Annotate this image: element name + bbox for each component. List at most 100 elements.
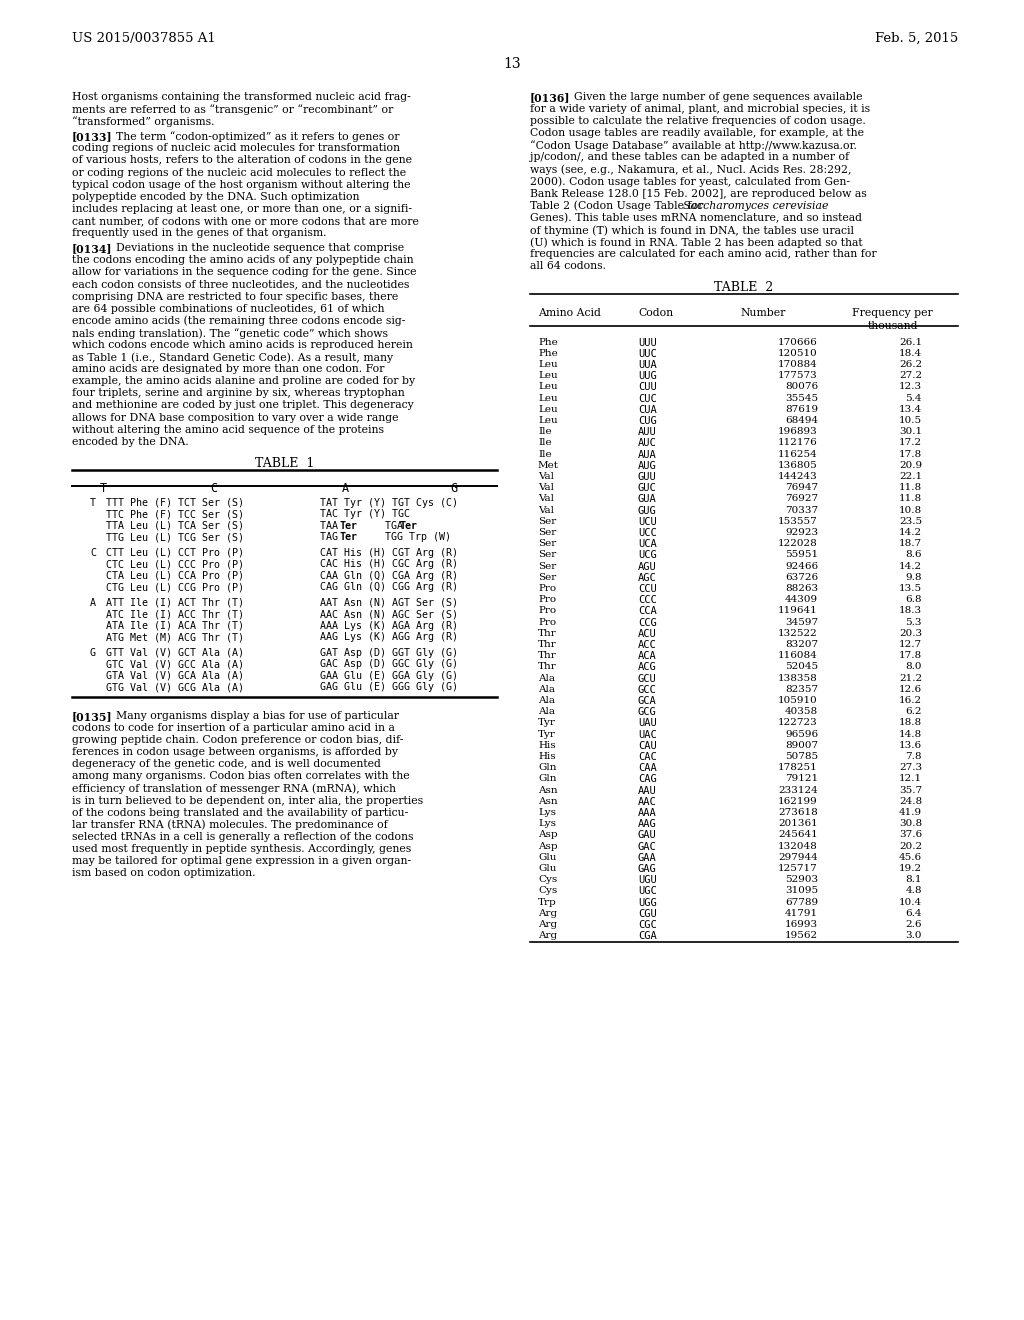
Text: ACU: ACU <box>638 628 656 639</box>
Text: 16993: 16993 <box>784 920 818 929</box>
Text: 125717: 125717 <box>778 865 818 873</box>
Text: UGU: UGU <box>638 875 656 886</box>
Text: A: A <box>342 482 349 495</box>
Text: 44309: 44309 <box>784 595 818 605</box>
Text: growing peptide chain. Codon preference or codon bias, dif-: growing peptide chain. Codon preference … <box>72 735 403 744</box>
Text: Pro: Pro <box>538 606 556 615</box>
Text: Host organisms containing the transformed nucleic acid frag-: Host organisms containing the transforme… <box>72 92 411 102</box>
Text: 2000). Codon usage tables for yeast, calculated from Gen-: 2000). Codon usage tables for yeast, cal… <box>530 177 850 187</box>
Text: 116254: 116254 <box>778 450 818 458</box>
Text: 79121: 79121 <box>784 775 818 783</box>
Text: CCC: CCC <box>638 595 656 605</box>
Text: 2.6: 2.6 <box>905 920 922 929</box>
Text: 76927: 76927 <box>784 495 818 503</box>
Text: each codon consists of three nucleotides, and the nucleotides: each codon consists of three nucleotides… <box>72 280 410 289</box>
Text: 8.1: 8.1 <box>905 875 922 884</box>
Text: 122028: 122028 <box>778 539 818 548</box>
Text: Val: Val <box>538 473 554 480</box>
Text: Codon usage tables are readily available, for example, at the: Codon usage tables are readily available… <box>530 128 864 139</box>
Text: 17.8: 17.8 <box>899 450 922 458</box>
Text: T: T <box>100 482 108 495</box>
Text: ATA Ile (I) ACA Thr (T): ATA Ile (I) ACA Thr (T) <box>106 620 244 631</box>
Text: AAU: AAU <box>638 785 656 796</box>
Text: UGC: UGC <box>638 887 656 896</box>
Text: Genes). This table uses mRNA nomenclature, and so instead: Genes). This table uses mRNA nomenclatur… <box>530 213 862 223</box>
Text: 92923: 92923 <box>784 528 818 537</box>
Text: Asp: Asp <box>538 830 558 840</box>
Text: TTC Phe (F) TCC Ser (S): TTC Phe (F) TCC Ser (S) <box>106 510 244 519</box>
Text: Leu: Leu <box>538 360 558 370</box>
Text: 8.0: 8.0 <box>905 663 922 672</box>
Text: 26.2: 26.2 <box>899 360 922 370</box>
Text: thousand: thousand <box>868 321 919 330</box>
Text: 30.8: 30.8 <box>899 820 922 828</box>
Text: AAT Asn (N) AGT Ser (S): AAT Asn (N) AGT Ser (S) <box>319 598 458 609</box>
Text: 14.8: 14.8 <box>899 730 922 739</box>
Text: Gln: Gln <box>538 763 556 772</box>
Text: Asn: Asn <box>538 785 558 795</box>
Text: 45.6: 45.6 <box>899 853 922 862</box>
Text: 119641: 119641 <box>778 606 818 615</box>
Text: ments are referred to as “transgenic” or “recombinant” or: ments are referred to as “transgenic” or… <box>72 104 393 115</box>
Text: 17.8: 17.8 <box>899 651 922 660</box>
Text: ACC: ACC <box>638 640 656 649</box>
Text: T: T <box>90 498 96 508</box>
Text: GAG Glu (E) GGG Gly (G): GAG Glu (E) GGG Gly (G) <box>319 682 458 693</box>
Text: 52045: 52045 <box>784 663 818 672</box>
Text: Number: Number <box>740 309 785 318</box>
Text: 13.4: 13.4 <box>899 405 922 413</box>
Text: of the codons being translated and the availability of particu-: of the codons being translated and the a… <box>72 808 409 817</box>
Text: and methionine are coded by just one triplet. This degeneracy: and methionine are coded by just one tri… <box>72 400 414 411</box>
Text: CAA Gln (Q) CGA Arg (R): CAA Gln (Q) CGA Arg (R) <box>319 570 458 581</box>
Text: Ser: Ser <box>538 539 556 548</box>
Text: 68494: 68494 <box>784 416 818 425</box>
Text: 27.2: 27.2 <box>899 371 922 380</box>
Text: codons to code for insertion of a particular amino acid in a: codons to code for insertion of a partic… <box>72 723 395 733</box>
Text: 132522: 132522 <box>778 628 818 638</box>
Text: TTG Leu (L) TCG Ser (S): TTG Leu (L) TCG Ser (S) <box>106 532 244 543</box>
Text: Val: Val <box>538 483 554 492</box>
Text: 83207: 83207 <box>784 640 818 649</box>
Text: cant number, of codons with one or more codons that are more: cant number, of codons with one or more … <box>72 216 419 226</box>
Text: 153557: 153557 <box>778 517 818 525</box>
Text: degeneracy of the genetic code, and is well documented: degeneracy of the genetic code, and is w… <box>72 759 381 770</box>
Text: 92466: 92466 <box>784 561 818 570</box>
Text: of various hosts, refers to the alteration of codons in the gene: of various hosts, refers to the alterati… <box>72 156 412 165</box>
Text: 13.6: 13.6 <box>899 741 922 750</box>
Text: 170666: 170666 <box>778 338 818 347</box>
Text: CCA: CCA <box>638 606 656 616</box>
Text: 12.7: 12.7 <box>899 640 922 649</box>
Text: Thr: Thr <box>538 651 557 660</box>
Text: AAA Lys (K) AGA Arg (R): AAA Lys (K) AGA Arg (R) <box>319 620 458 631</box>
Text: CAU: CAU <box>638 741 656 751</box>
Text: 9.8: 9.8 <box>905 573 922 582</box>
Text: 112176: 112176 <box>778 438 818 447</box>
Text: AGU: AGU <box>638 561 656 572</box>
Text: 178251: 178251 <box>778 763 818 772</box>
Text: CTG Leu (L) CCG Pro (P): CTG Leu (L) CCG Pro (P) <box>106 582 244 593</box>
Text: 10.4: 10.4 <box>899 898 922 907</box>
Text: Ser: Ser <box>538 561 556 570</box>
Text: ism based on codon optimization.: ism based on codon optimization. <box>72 869 256 878</box>
Text: 12.3: 12.3 <box>899 383 922 392</box>
Text: may be tailored for optimal gene expression in a given organ-: may be tailored for optimal gene express… <box>72 857 411 866</box>
Text: 12.6: 12.6 <box>899 685 922 694</box>
Text: 162199: 162199 <box>778 797 818 805</box>
Text: “Codon Usage Database” available at http://www.kazusa.or.: “Codon Usage Database” available at http… <box>530 140 857 152</box>
Text: [0134]: [0134] <box>72 243 113 255</box>
Text: 96596: 96596 <box>784 730 818 739</box>
Text: four triplets, serine and arginine by six, whereas tryptophan: four triplets, serine and arginine by si… <box>72 388 404 399</box>
Text: 6.8: 6.8 <box>905 595 922 605</box>
Text: ferences in codon usage between organisms, is afforded by: ferences in codon usage between organism… <box>72 747 398 758</box>
Text: 76947: 76947 <box>784 483 818 492</box>
Text: Lys: Lys <box>538 808 556 817</box>
Text: [0133]: [0133] <box>72 131 113 143</box>
Text: 31095: 31095 <box>784 887 818 895</box>
Text: CUU: CUU <box>638 383 656 392</box>
Text: Many organisms display a bias for use of particular: Many organisms display a bias for use of… <box>116 711 399 721</box>
Text: Ser: Ser <box>538 573 556 582</box>
Text: 8.6: 8.6 <box>905 550 922 560</box>
Text: are 64 possible combinations of nucleotides, 61 of which: are 64 possible combinations of nucleoti… <box>72 304 384 314</box>
Text: 297944: 297944 <box>778 853 818 862</box>
Text: AAA: AAA <box>638 808 656 818</box>
